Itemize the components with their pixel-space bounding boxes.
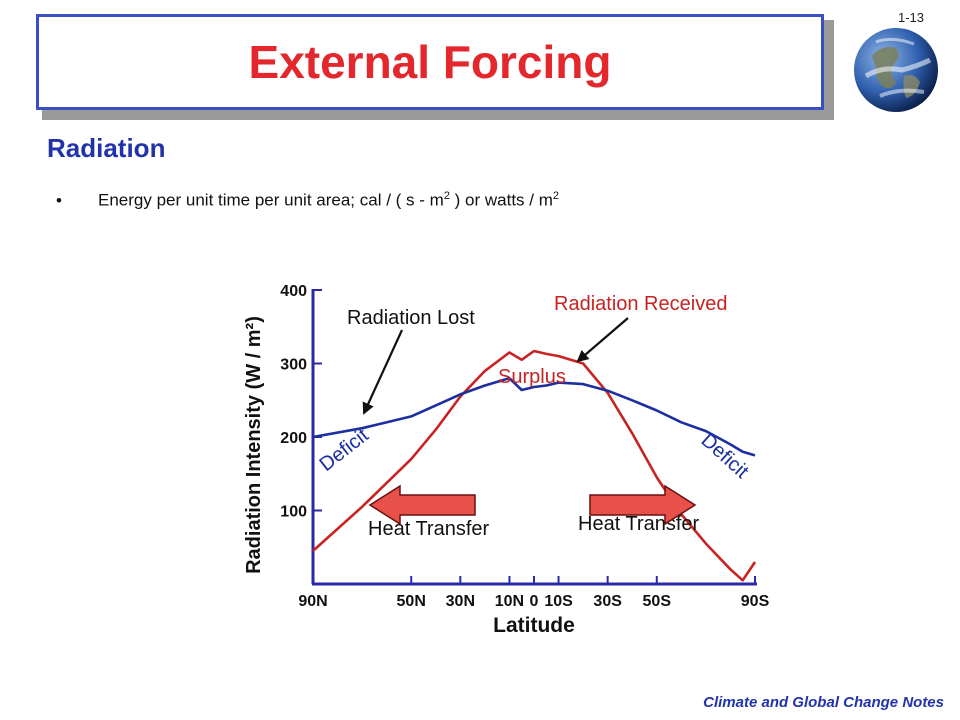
bullet-text-a: Energy per unit time per unit area; cal … [98, 190, 444, 210]
heat-arrow-left [368, 484, 476, 526]
heat-arrow-right [589, 484, 697, 526]
label-heat-transfer-left: Heat Transfer [368, 518, 490, 540]
label-heat-transfer-right: Heat Transfer [578, 513, 700, 535]
bullet-text-b: ) or watts / m [449, 190, 553, 210]
x-tick-label: 10S [544, 593, 573, 610]
section-heading: Radiation [47, 133, 166, 163]
bullet-sup-a: 2 [443, 190, 450, 202]
bullet-definition: • Energy per unit time per unit area; cal… [56, 190, 559, 211]
earth-globe-icon [854, 28, 938, 112]
label-radiation-lost: Radiation Lost [347, 307, 475, 329]
x-tick-label: 0 [530, 593, 539, 610]
footer-note: Climate and Global Change Notes [703, 694, 944, 711]
y-tick-label: 100 [280, 504, 307, 521]
label-deficit-right: Deficit [697, 429, 753, 483]
slide-number: 1-13 [898, 10, 925, 25]
x-axis-label: Latitude [493, 614, 575, 637]
series-line-radiation-received [312, 349, 757, 582]
series-line-radiation-lost [312, 376, 756, 457]
pointer-arrow-received [576, 317, 629, 363]
x-tick-label: 90S [741, 593, 770, 610]
y-tick-label: 400 [280, 283, 307, 300]
y-tick-label: 200 [280, 430, 307, 447]
y-tick-label: 300 [280, 357, 307, 374]
slide-title: External Forcing [248, 36, 612, 88]
x-tick-label: 30N [446, 593, 475, 610]
pointer-arrow-lost [362, 329, 404, 415]
label-radiation-received: Radiation Received [554, 293, 727, 315]
x-tick-label: 50N [397, 593, 426, 610]
bullet-sup-b: 2 [552, 190, 560, 202]
bullet-dot: • [56, 190, 62, 210]
label-surplus: Surplus [498, 366, 566, 388]
x-tick-label: 10N [495, 593, 524, 610]
y-axis-label: Radiation Intensity (W / m²) [243, 316, 265, 574]
x-tick-label: 30S [593, 593, 622, 610]
title-box: External Forcing [36, 14, 824, 110]
x-tick-label: 90N [298, 593, 327, 610]
x-tick-label: 50S [643, 593, 672, 610]
